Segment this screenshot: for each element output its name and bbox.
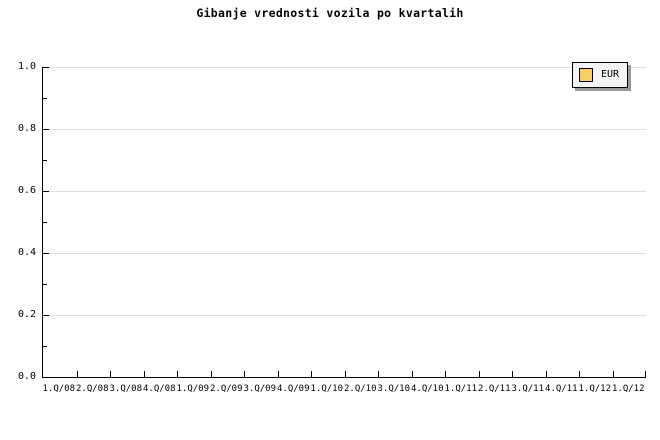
x-tick-label: 1.Q/11 [444,384,477,394]
x-tick-label: 2.Q/08 [75,384,109,394]
y-major-tick [43,191,49,192]
y-tick-label: 0.4 [17,247,36,258]
y-gridline [43,191,646,192]
x-tick-label: 1.Q/09 [176,384,209,394]
legend-label-eur: EUR [601,69,620,80]
x-tick-label: 4.Q/11 [544,384,578,394]
chart-title: Gibanje vrednosti vozila po kvartalih [196,6,464,20]
x-tick-label: 1.Q/08 [42,384,75,394]
x-tick-label: 2.Q/11 [477,384,511,394]
x-tick-label: 1.Q/12 [611,384,645,394]
x-tick-label: 4.Q/08 [142,384,176,394]
x-boundary-tick [412,371,413,377]
y-gridline [43,315,646,316]
x-boundary-tick [546,371,547,377]
x-boundary-tick [512,371,513,377]
y-minor-tick [43,160,47,161]
y-tick-label: 0.2 [17,309,36,320]
y-major-tick [43,253,49,254]
x-boundary-tick [144,371,145,377]
x-boundary-tick [311,371,312,377]
x-tick-label: 3.Q/10 [377,384,410,394]
y-gridline [43,129,646,130]
x-boundary-tick [244,371,245,377]
x-boundary-tick [177,371,178,377]
x-boundary-tick [211,371,212,377]
x-tick-label: 4.Q/09 [276,384,310,394]
y-gridline [43,253,646,254]
y-tick-label: 0.8 [17,123,36,134]
x-tick-label: 3.Q/11 [511,384,544,394]
x-boundary-tick [278,371,279,377]
x-tick-label: 1.Q/10 [310,384,343,394]
x-tick-label: 3.Q/08 [109,384,142,394]
y-minor-tick [43,284,47,285]
x-tick-label: 4.Q/10 [410,384,444,394]
x-boundary-tick [613,371,614,377]
x-tick-label: 3.Q/09 [243,384,276,394]
y-tick-label: 1.0 [17,61,36,72]
x-boundary-tick [479,371,480,377]
legend: EUR [572,62,628,88]
x-boundary-tick [445,371,446,377]
y-gridline [43,67,646,68]
y-minor-tick [43,222,47,223]
y-tick-label: 0.6 [17,185,36,196]
x-boundary-tick [378,371,379,377]
y-major-tick [43,129,49,130]
x-boundary-tick [645,371,646,377]
y-minor-tick [43,346,47,347]
y-major-tick [43,67,49,68]
y-minor-tick [43,98,47,99]
x-tick-label: 2.Q/10 [343,384,377,394]
y-major-tick [43,315,49,316]
x-tick-label: 2.Q/09 [209,384,243,394]
x-tick-label: 1.Q/12 [578,384,611,394]
x-boundary-tick [579,371,580,377]
y-tick-label: 0.0 [17,371,36,382]
x-boundary-tick [110,371,111,377]
x-boundary-tick [77,371,78,377]
plot-area [42,67,646,378]
x-boundary-tick [345,371,346,377]
legend-swatch-eur-icon [579,68,593,82]
